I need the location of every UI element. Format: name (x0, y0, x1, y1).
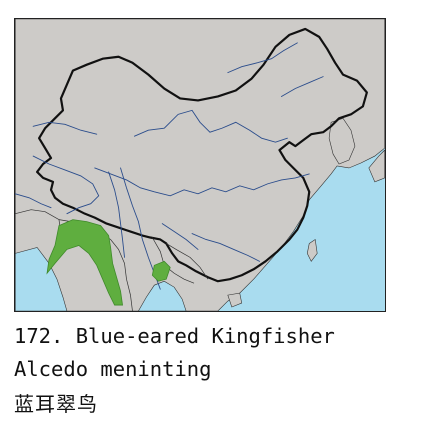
songhua-river (280, 76, 324, 97)
pearl-river (191, 233, 261, 262)
range-laos-patch (151, 260, 171, 282)
yellow-river (134, 109, 288, 143)
salween-river (108, 171, 125, 258)
range-map (14, 18, 386, 312)
species-title: 172. Blue-eared Kingfisher (14, 324, 335, 348)
chinese-name: 蓝耳翠鸟 (14, 392, 98, 416)
range-myanmar-coast (46, 219, 123, 306)
china-border (36, 27, 368, 283)
species-range (46, 219, 171, 306)
brahmaputra-river (32, 155, 100, 215)
country-border-vietnam (166, 243, 209, 280)
korean-peninsula (328, 117, 356, 165)
ganges-river (15, 193, 52, 209)
japan-fragment (368, 149, 385, 183)
scientific-name: Alcedo meninting (14, 357, 212, 381)
gulf-of-thailand (138, 280, 187, 311)
yangtze-river (94, 167, 310, 197)
red-river (161, 223, 199, 250)
hainan (227, 292, 243, 308)
bay-of-bengal (15, 247, 68, 311)
taiwan (306, 238, 318, 262)
map-canvas (15, 19, 385, 311)
heilongjiang-river (227, 42, 298, 74)
tarim-river (32, 121, 98, 135)
